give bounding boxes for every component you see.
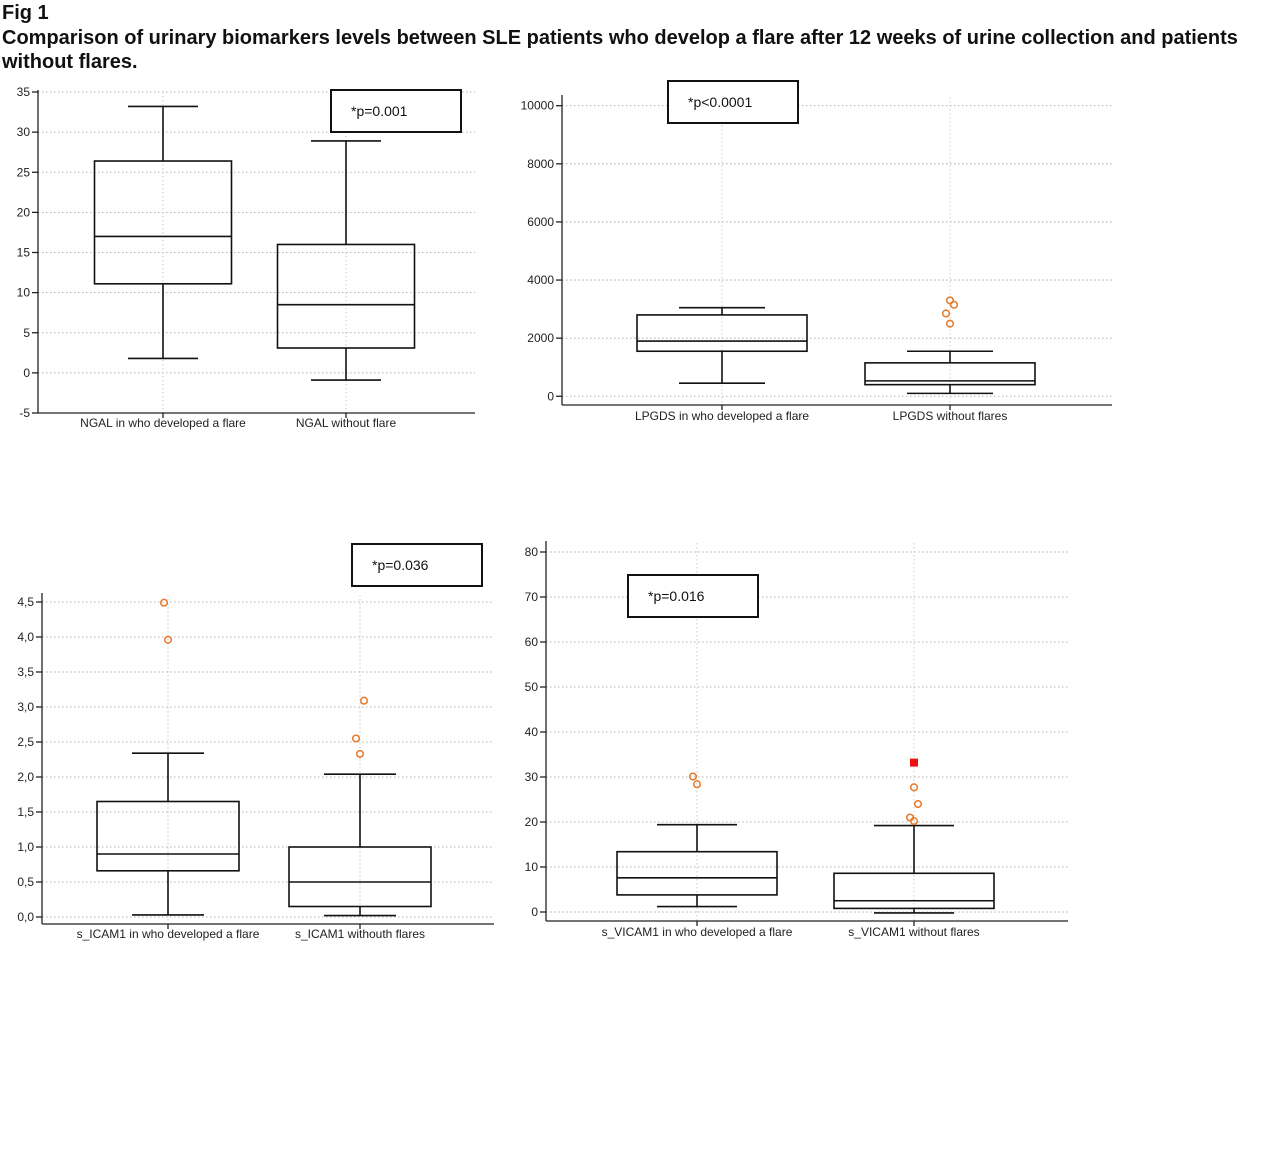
outlier-point	[945, 296, 955, 305]
iqr-box	[833, 872, 995, 910]
outlier-point	[159, 598, 169, 607]
y-tick-label: 60	[525, 635, 539, 649]
y-tick-label: 2000	[527, 331, 554, 345]
outlier-point	[163, 635, 173, 644]
iqr-box	[288, 846, 432, 908]
category-label: s_ICAM1 withouth flares	[295, 927, 425, 941]
lpgds-boxplot: 0 2000 4000 6000 8000 10000 LPGDS in who devel…	[521, 80, 1112, 423]
y-tick-label: 0	[531, 905, 538, 919]
p-value-box	[667, 80, 799, 124]
box-group	[833, 758, 995, 914]
y-tick-label: 20	[525, 815, 539, 829]
outlier-point	[351, 734, 361, 743]
box-group	[288, 696, 432, 917]
vicam1-boxplot: 0 10 20 30 40 50 60 70 80 s_VICAM1 in who develop…	[525, 541, 1068, 939]
p-value-label: *p=0.016	[648, 588, 705, 604]
y-tick-label: 25	[17, 165, 31, 179]
y-tick-label: 3,5	[17, 665, 34, 679]
p-value-box	[351, 543, 483, 587]
outlier-point	[905, 813, 915, 822]
iqr-box	[276, 243, 416, 349]
y-tick-label: 4000	[527, 273, 554, 287]
iqr-box	[93, 160, 233, 285]
y-tick-label: 4,0	[17, 630, 34, 644]
y-tick-label: 10000	[521, 99, 555, 113]
y-tick-label: 35	[17, 85, 31, 99]
p-value-box	[627, 574, 759, 618]
p-value-label: *p<0.0001	[688, 94, 752, 110]
y-tick-label: 4,5	[17, 595, 34, 609]
p-value-label: *p=0.001	[351, 103, 408, 119]
y-tick-label: 15	[17, 246, 31, 260]
category-label: NGAL in who developed a flare	[80, 416, 246, 430]
y-tick-label: 40	[525, 725, 539, 739]
outlier-point	[913, 799, 923, 809]
iqr-box	[616, 850, 778, 896]
figure-title: Comparison of urinary biomarkers levels …	[2, 27, 1238, 73]
outlier-point	[692, 780, 702, 789]
y-tick-label: 6000	[527, 215, 554, 229]
category-label: s_VICAM1 without flares	[848, 925, 979, 939]
box-group	[616, 772, 778, 908]
y-tick-label: 50	[525, 680, 539, 694]
outlier-point	[355, 749, 365, 758]
y-tick-label: 20	[17, 205, 31, 219]
y-tick-label: 2,0	[17, 770, 34, 784]
y-tick-label: 30	[525, 770, 539, 784]
y-tick-label: 0	[547, 389, 554, 403]
y-tick-label: 0	[23, 366, 30, 380]
box-group	[96, 598, 240, 916]
outlier-point	[688, 772, 698, 781]
y-tick-label: 1,0	[17, 840, 34, 854]
y-tick-label: 0,5	[17, 875, 34, 889]
y-tick-label: 80	[525, 545, 539, 559]
box-group	[864, 296, 1036, 395]
figure-label: Fig 1	[2, 2, 49, 24]
iqr-box	[96, 800, 240, 872]
y-tick-label: 2,5	[17, 735, 34, 749]
outlier-point	[945, 319, 955, 328]
outlier-point	[909, 783, 919, 792]
y-tick-label: 1,5	[17, 805, 34, 819]
iqr-box	[864, 362, 1036, 386]
box-group	[276, 140, 416, 381]
y-tick-label: 0,0	[17, 910, 34, 924]
outlier-point	[941, 309, 951, 318]
y-tick-label: 5	[23, 326, 30, 340]
outlier-point	[359, 696, 369, 705]
p-value-label: *p=0.036	[372, 557, 429, 573]
outlier-point	[949, 300, 959, 309]
ngal-boxplot: -5 0 5 10 15 20 25 30 35 NGAL in who developed a …	[17, 85, 475, 430]
iqr-box	[636, 314, 808, 353]
y-tick-label: 8000	[527, 157, 554, 171]
y-tick-label: 3,0	[17, 700, 34, 714]
extreme-outlier-point	[910, 758, 918, 767]
y-tick-label: 30	[17, 125, 31, 139]
y-tick-label: 70	[525, 590, 539, 604]
p-value-box	[330, 89, 462, 133]
category-label: s_ICAM1 in who developed a flare	[77, 927, 260, 941]
icam1-boxplot: 0,0 0,5 1,0 1,5 2,0 2,5 3,0 3,5 4,0 4,5 s_ICAM1 in…	[17, 543, 494, 941]
y-tick-label: -5	[19, 406, 30, 420]
category-label: LPGDS without flares	[893, 409, 1008, 423]
category-label: NGAL without flare	[296, 416, 397, 430]
box-group	[636, 306, 808, 385]
box-group	[93, 105, 233, 360]
category-label: LPGDS in who developed a flare	[635, 409, 809, 423]
y-tick-label: 10	[17, 286, 31, 300]
y-tick-label: 10	[525, 860, 539, 874]
category-label: s_VICAM1 in who developed a flare	[602, 925, 793, 939]
